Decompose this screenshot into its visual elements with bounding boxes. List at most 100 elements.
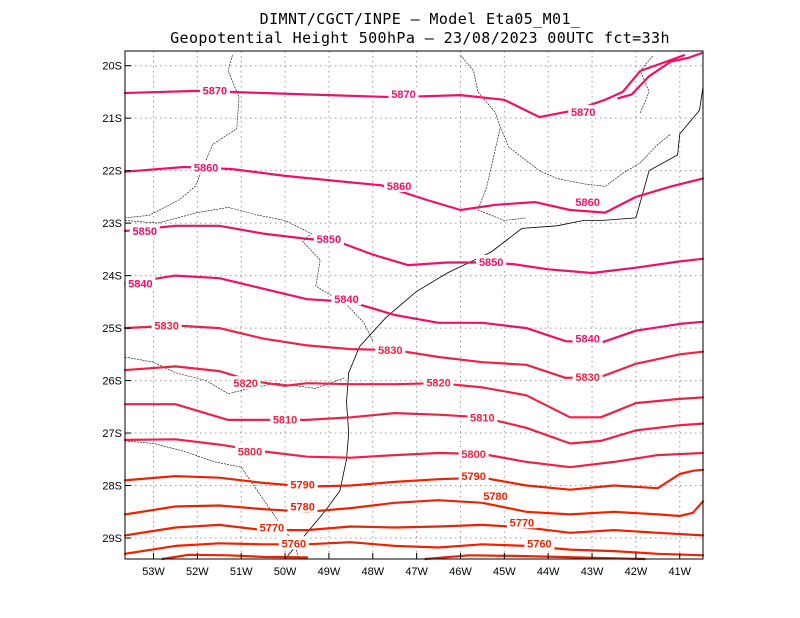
contour-label-5830: 5830: [575, 372, 599, 384]
contour-label-5830: 5830: [154, 320, 178, 332]
contour-label-5840: 5840: [575, 334, 599, 346]
state-border: [124, 440, 299, 557]
contour-line-5860: [123, 165, 705, 214]
contour-label-bg: [458, 469, 489, 483]
contour-label-bg: [234, 444, 265, 458]
contour-label-bg: [476, 254, 507, 268]
contour-label-bg: [129, 224, 160, 238]
contour-label-bg: [572, 331, 603, 345]
lon-tick-label: 53W: [142, 566, 165, 578]
contour-label-5810: 5810: [273, 414, 297, 426]
contour-label-bg: [568, 104, 599, 118]
contour-label-bg: [467, 410, 498, 424]
contour-label-5760: 5760: [282, 538, 306, 550]
contour-line-5870: [123, 54, 686, 119]
contour-label-bg: [384, 178, 415, 192]
contour-label-bg: [287, 499, 318, 513]
lat-tick-label: 27S: [102, 428, 122, 440]
contour-label-5800: 5800: [461, 449, 485, 461]
contour-labels: 5870 5870 5870 5860 5860 5860 5850 5850 5850 5840…: [125, 83, 603, 550]
contour-label-bg: [287, 477, 318, 491]
contour-label-bg: [125, 276, 156, 290]
lon-tick-label: 41W: [668, 566, 691, 578]
contour-label-5790: 5790: [290, 479, 314, 491]
contour-label-5800: 5800: [238, 446, 262, 458]
contour-label-5830: 5830: [378, 345, 402, 357]
contour-label-5840: 5840: [334, 294, 358, 306]
contour-label-5770: 5770: [510, 517, 534, 529]
contour-label-bg: [458, 447, 489, 461]
contour-label-bg: [480, 489, 511, 503]
contour-label-5860: 5860: [387, 181, 411, 193]
contour-label-5870: 5870: [203, 85, 227, 97]
state-border: [124, 356, 345, 395]
lat-tick-label: 24S: [102, 271, 122, 283]
contour-line-5780: [123, 499, 705, 518]
lon-tick-label: 45W: [493, 566, 516, 578]
lon-tick-label: 47W: [405, 566, 428, 578]
state-border: [124, 55, 240, 219]
lon-tick-label: 52W: [186, 566, 209, 578]
lat-tick-label: 26S: [102, 376, 122, 388]
axis-ticks: 53W 52W 51W 50W 49W 48W 47W 46W 45W 44W 43W 42W 41W 2…: [102, 61, 691, 578]
contour-line-5830: [123, 324, 705, 379]
contour-line-5850: [123, 224, 705, 275]
contour-line-5840: [123, 274, 705, 344]
lat-tick-label: 21S: [102, 113, 122, 125]
lon-tick-label: 48W: [361, 566, 384, 578]
contour-label-bg: [388, 87, 419, 101]
contour-label-bg: [313, 231, 344, 245]
lon-tick-label: 43W: [581, 566, 604, 578]
contour-label-5860: 5860: [194, 163, 218, 175]
coastline-and-borders: [124, 55, 704, 560]
contour-label-bg: [191, 160, 222, 174]
contour-label-5760: 5760: [527, 538, 551, 550]
contour-label-5780: 5780: [290, 502, 314, 514]
lon-tick-label: 46W: [449, 566, 472, 578]
contour-label-bg: [572, 195, 603, 209]
state-border: [477, 128, 527, 221]
contour-label-5870: 5870: [571, 107, 595, 119]
contour-label-bg: [151, 318, 182, 332]
contour-label-bg: [270, 412, 301, 426]
contour-line-5790: [123, 468, 705, 491]
contour-line-5810: [123, 403, 705, 445]
contour-line-5750: [161, 553, 309, 561]
lat-tick-label: 28S: [102, 481, 122, 493]
lat-tick-label: 23S: [102, 218, 122, 230]
map-frame: [124, 50, 704, 560]
contour-label-5820: 5820: [233, 378, 257, 390]
contour-label-bg: [199, 83, 230, 97]
contour-label-bg: [375, 343, 406, 357]
lon-tick-label: 49W: [318, 566, 341, 578]
title-line-2: Geopotential Height 500hPa – 23/08/2023 …: [170, 29, 670, 47]
title-line-1: DIMNT/CGCT/INPE – Model Eta05_M01_: [260, 10, 581, 28]
contour-label-5850: 5850: [132, 226, 156, 238]
contour-line-5770: [123, 523, 705, 537]
state-border: [460, 55, 672, 187]
contour-label-5790: 5790: [461, 471, 485, 483]
contour-label-5860: 5860: [575, 197, 599, 209]
graticule: [125, 51, 703, 559]
contour-line-5760: [123, 541, 705, 557]
contour-label-5850: 5850: [479, 257, 503, 269]
contour-label-5810: 5810: [470, 412, 494, 424]
contours: [123, 52, 705, 561]
lat-tick-label: 25S: [102, 323, 122, 335]
contour-label-bg: [524, 536, 555, 550]
lat-tick-label: 29S: [102, 533, 122, 545]
contour-label-bg: [572, 369, 603, 383]
contour-label-bg: [506, 515, 537, 529]
contour-label-5820: 5820: [426, 378, 450, 390]
contour-line-5750: [424, 554, 646, 561]
contour-label-5870: 5870: [391, 89, 415, 101]
contour-label-5850: 5850: [317, 234, 341, 246]
contour-label-5770: 5770: [260, 523, 284, 535]
contour-label-bg: [230, 376, 261, 390]
coastline: [284, 86, 704, 560]
lon-tick-label: 50W: [274, 566, 297, 578]
contour-label-bg: [331, 292, 362, 306]
contour-label-5780: 5780: [483, 491, 507, 503]
contour-label-bg: [423, 375, 454, 389]
